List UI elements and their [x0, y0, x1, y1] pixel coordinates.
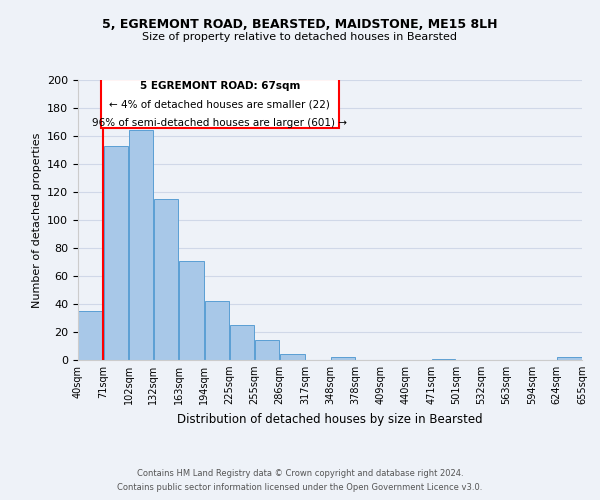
Text: 5 EGREMONT ROAD: 67sqm: 5 EGREMONT ROAD: 67sqm	[140, 82, 300, 92]
Bar	[129, 130, 153, 360]
Bar	[154, 199, 178, 360]
Bar	[280, 354, 305, 360]
Bar	[179, 260, 204, 360]
Bar	[104, 146, 128, 360]
Text: ← 4% of detached houses are smaller (22): ← 4% of detached houses are smaller (22)	[109, 100, 330, 110]
Text: 96% of semi-detached houses are larger (601) →: 96% of semi-detached houses are larger (…	[92, 118, 347, 128]
Bar	[79, 311, 103, 360]
Text: Contains public sector information licensed under the Open Government Licence v3: Contains public sector information licen…	[118, 484, 482, 492]
Bar	[254, 340, 279, 360]
Text: 5, EGREMONT ROAD, BEARSTED, MAIDSTONE, ME15 8LH: 5, EGREMONT ROAD, BEARSTED, MAIDSTONE, M…	[102, 18, 498, 30]
Bar	[331, 357, 355, 360]
Y-axis label: Number of detached properties: Number of detached properties	[32, 132, 41, 308]
X-axis label: Distribution of detached houses by size in Bearsted: Distribution of detached houses by size …	[177, 412, 483, 426]
Bar	[431, 358, 455, 360]
Text: Contains HM Land Registry data © Crown copyright and database right 2024.: Contains HM Land Registry data © Crown c…	[137, 468, 463, 477]
FancyBboxPatch shape	[101, 78, 338, 128]
Bar	[557, 357, 581, 360]
Text: Size of property relative to detached houses in Bearsted: Size of property relative to detached ho…	[143, 32, 458, 42]
Bar	[205, 301, 229, 360]
Bar	[230, 325, 254, 360]
